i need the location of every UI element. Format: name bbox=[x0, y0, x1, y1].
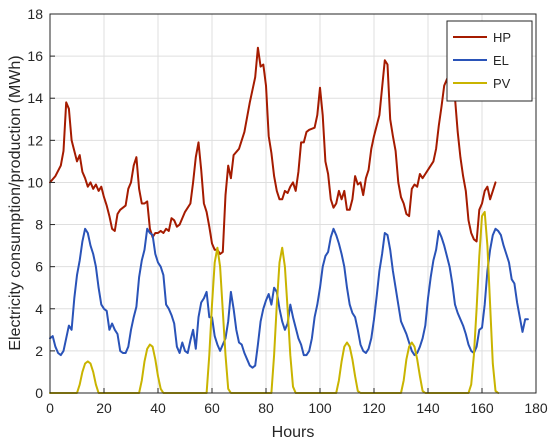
x-axis-title: Hours bbox=[272, 424, 315, 441]
x-tick-label: 60 bbox=[204, 400, 220, 416]
y-tick-label: 18 bbox=[27, 6, 43, 22]
x-tick-label: 40 bbox=[150, 400, 166, 416]
y-tick-label: 8 bbox=[35, 217, 43, 233]
legend-label-hp: HP bbox=[493, 30, 511, 45]
series-line-el bbox=[49, 227, 529, 369]
x-tick-label: 20 bbox=[96, 400, 112, 416]
y-tick-label: 4 bbox=[35, 301, 43, 317]
y-tick-label: 16 bbox=[27, 48, 43, 64]
y-tick-label: 14 bbox=[27, 90, 43, 106]
legend-label-el: EL bbox=[493, 53, 509, 68]
y-tick-label: 10 bbox=[27, 174, 43, 190]
y-axis-title: Electricity consumption/production (MWh) bbox=[7, 55, 24, 350]
axis-ticks: 0 20 40 60 80 100 120 140 160 180 0 2 4 6 8 10 12 14 16 18 bbox=[27, 6, 547, 416]
grid-lines bbox=[49, 13, 537, 394]
x-tick-label: 120 bbox=[362, 400, 386, 416]
plot-frame bbox=[49, 13, 537, 394]
y-tick-label: 2 bbox=[35, 343, 43, 359]
x-tick-label: 180 bbox=[524, 400, 548, 416]
y-tick-label: 6 bbox=[35, 259, 43, 275]
x-tick-label: 140 bbox=[416, 400, 440, 416]
legend: HP EL PV bbox=[446, 20, 533, 102]
y-tick-label: 0 bbox=[35, 385, 43, 401]
legend-label-pv: PV bbox=[493, 76, 511, 91]
series-line-hp bbox=[49, 46, 497, 255]
x-tick-label: 0 bbox=[46, 400, 54, 416]
x-tick-label: 100 bbox=[308, 400, 332, 416]
y-tick-label: 12 bbox=[27, 132, 43, 148]
x-tick-label: 80 bbox=[258, 400, 274, 416]
x-tick-label: 160 bbox=[470, 400, 494, 416]
